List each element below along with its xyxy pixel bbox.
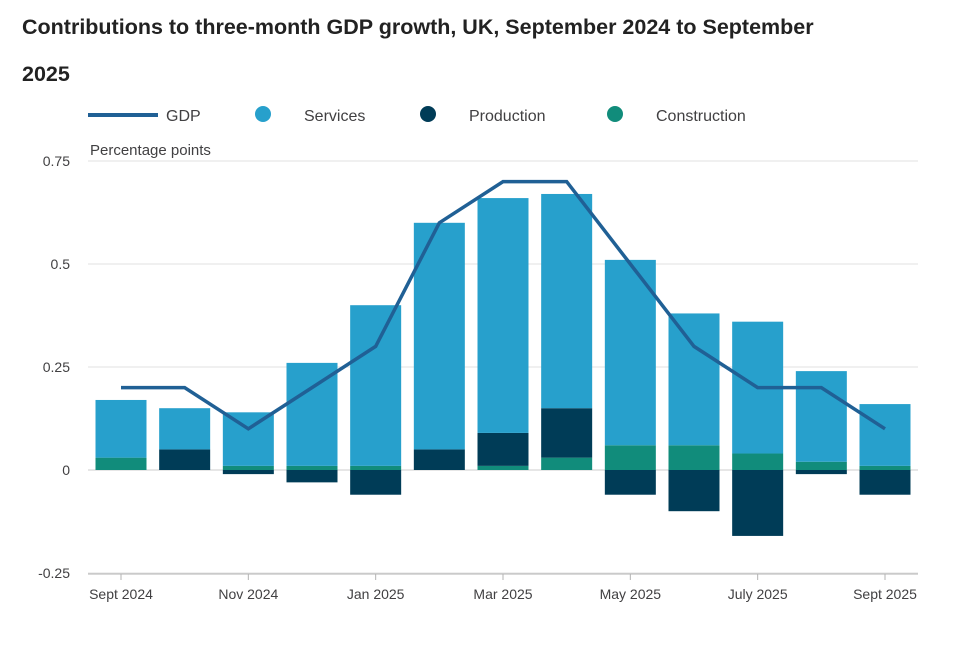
- bar-services: [222, 412, 274, 466]
- y-tick-label: 0.5: [51, 256, 71, 272]
- bar-production: [286, 470, 338, 483]
- bar-services: [859, 404, 911, 466]
- bar-production: [222, 470, 274, 475]
- bar-production: [859, 470, 911, 495]
- y-tick-label: 0.75: [43, 153, 70, 169]
- bar-construction: [286, 465, 338, 470]
- x-tick-label: Jan 2025: [347, 586, 405, 602]
- bar-production: [350, 470, 402, 495]
- bar-services: [795, 371, 847, 462]
- legend-label: GDP: [166, 108, 201, 125]
- bar-services: [413, 222, 465, 450]
- x-tick-label: May 2025: [600, 586, 662, 602]
- x-tick-label: Sept 2024: [89, 586, 153, 602]
- bar-services: [668, 313, 720, 446]
- bar-services: [541, 193, 593, 409]
- y-tick-label: 0: [62, 462, 70, 478]
- bar-services: [350, 305, 402, 466]
- x-tick-label: July 2025: [728, 586, 788, 602]
- bar-construction: [795, 461, 847, 470]
- bar-construction: [604, 445, 656, 470]
- x-tick-label: Mar 2025: [473, 586, 532, 602]
- bar-construction: [732, 453, 784, 470]
- bar-construction: [477, 465, 529, 470]
- bar-construction: [350, 465, 402, 470]
- bar-services: [286, 362, 338, 466]
- x-tick-label: Nov 2024: [218, 586, 278, 602]
- bar-services: [477, 198, 529, 433]
- bar-production: [541, 408, 593, 458]
- bar-construction: [222, 465, 274, 470]
- bar-construction: [541, 457, 593, 470]
- y-tick-label: 0.25: [43, 359, 70, 375]
- gdp-line: [121, 179, 886, 431]
- legend-label: Construction: [656, 108, 746, 125]
- bar-production: [668, 470, 720, 512]
- bar-construction: [668, 445, 720, 470]
- bar-services: [95, 399, 147, 458]
- bar-production: [604, 470, 656, 495]
- bar-production: [159, 449, 211, 470]
- bar-services: [604, 259, 656, 446]
- bar-production: [413, 449, 465, 470]
- chart-title: Contributions to three-month GDP growth,…: [22, 15, 814, 86]
- bar-production: [732, 470, 784, 536]
- bar-production: [795, 470, 847, 475]
- y-tick-label: -0.25: [38, 565, 70, 581]
- legend-label: Services: [304, 108, 365, 125]
- x-tick-label: Sept 2025: [853, 586, 917, 602]
- legend-services-circle-icon: [255, 106, 271, 122]
- bar-services: [159, 408, 211, 450]
- legend-construction-circle-icon: [607, 106, 623, 122]
- bar-construction: [95, 457, 147, 470]
- y-axis-label: Percentage points: [90, 142, 211, 159]
- bar-construction: [859, 465, 911, 470]
- legend-production-circle-icon: [420, 106, 436, 122]
- legend-label: Production: [469, 108, 546, 125]
- bar-production: [477, 432, 529, 466]
